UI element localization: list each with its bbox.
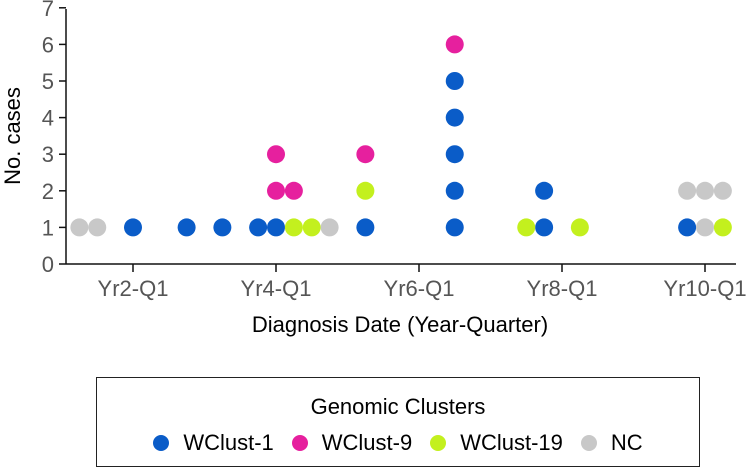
- legend-title: Genomic Clusters: [310, 394, 486, 419]
- data-point-wclust-1: [356, 218, 375, 237]
- legend-item-wclust-19: WClust-19: [430, 430, 563, 456]
- legend-label: NC: [610, 430, 643, 455]
- data-points: [70, 35, 732, 237]
- data-point-nc: [713, 181, 732, 200]
- data-point-wclust-9: [267, 181, 285, 200]
- data-point-wclust-19: [517, 218, 536, 237]
- data-point-wclust-1: [445, 218, 464, 237]
- data-point-wclust-9: [267, 145, 285, 164]
- x-tick-label: Yr2-Q1: [98, 276, 169, 301]
- legend-label: WClust-19: [460, 430, 563, 455]
- data-point-wclust-19: [284, 218, 303, 237]
- x-axis: Yr2-Q1 Yr4-Q1 Yr6-Q1 Yr8-Q1 Yr10-Q1: [66, 263, 747, 301]
- data-point-nc: [696, 181, 714, 200]
- dot-plot-chart: 0 1 2 3 4 5 6 7 Yr2-Q1 Yr4-Q1 Yr6-Q1 Yr8-Q1 Yr10-Q1…: [0, 0, 747, 337]
- legend-items: WClust-1 WClust-9 WClust-19 NC: [97, 430, 699, 456]
- y-tick-label: 3: [42, 142, 54, 167]
- data-point-nc: [70, 218, 89, 237]
- data-point-wclust-19: [570, 218, 589, 237]
- data-point-wclust-1: [445, 145, 464, 164]
- y-tick-label: 5: [42, 69, 54, 94]
- legend-item-wclust-1: WClust-1: [153, 430, 274, 456]
- legend-label: WClust-1: [183, 430, 274, 455]
- legend-item-nc: NC: [580, 430, 643, 456]
- data-point-wclust-9: [284, 181, 303, 200]
- data-point-nc: [88, 218, 107, 237]
- data-point-wclust-1: [177, 218, 196, 237]
- x-tick-label: Yr10-Q1: [663, 276, 746, 301]
- data-point-wclust-1: [267, 218, 285, 237]
- legend-label: WClust-9: [321, 430, 413, 455]
- data-point-wclust-1: [249, 218, 268, 237]
- data-point-wclust-19: [302, 218, 321, 237]
- x-axis-title: Diagnosis Date (Year-Quarter): [252, 312, 548, 337]
- y-tick-label: 0: [42, 252, 54, 277]
- data-point-nc: [678, 181, 697, 200]
- data-point-wclust-1: [124, 218, 142, 237]
- x-tick-label: Yr8-Q1: [527, 276, 598, 301]
- y-tick-label: 6: [42, 32, 54, 57]
- legend-item-wclust-9: WClust-9: [291, 430, 413, 456]
- data-point-wclust-1: [445, 181, 464, 200]
- data-point-wclust-1: [678, 218, 697, 237]
- x-tick-label: Yr4-Q1: [241, 276, 312, 301]
- legend-dot-icon: [430, 435, 447, 451]
- x-tick-label: Yr6-Q1: [384, 276, 455, 301]
- y-tick-label: 7: [42, 0, 54, 21]
- legend-dot-icon: [580, 435, 597, 451]
- data-point-wclust-19: [713, 218, 732, 237]
- data-point-wclust-19: [356, 181, 375, 200]
- data-point-wclust-1: [535, 218, 554, 237]
- y-tick-label: 2: [42, 179, 54, 204]
- data-point-wclust-1: [535, 181, 554, 200]
- data-point-wclust-9: [356, 145, 375, 164]
- legend-dot-icon: [153, 435, 170, 451]
- data-point-wclust-9: [445, 35, 464, 54]
- data-point-wclust-1: [213, 218, 232, 237]
- data-point-wclust-1: [445, 72, 464, 90]
- legend-dot-icon: [291, 435, 308, 451]
- y-axis-title: No. cases: [0, 87, 25, 185]
- y-axis: 0 1 2 3 4 5 6 7: [42, 0, 67, 277]
- legend: Genomic Clusters WClust-1 WClust-9 WClust-…: [96, 377, 700, 467]
- y-tick-label: 1: [42, 215, 54, 240]
- y-tick-label: 4: [42, 106, 54, 131]
- data-point-wclust-1: [445, 108, 464, 127]
- data-point-nc: [696, 218, 714, 237]
- data-point-nc: [320, 218, 339, 237]
